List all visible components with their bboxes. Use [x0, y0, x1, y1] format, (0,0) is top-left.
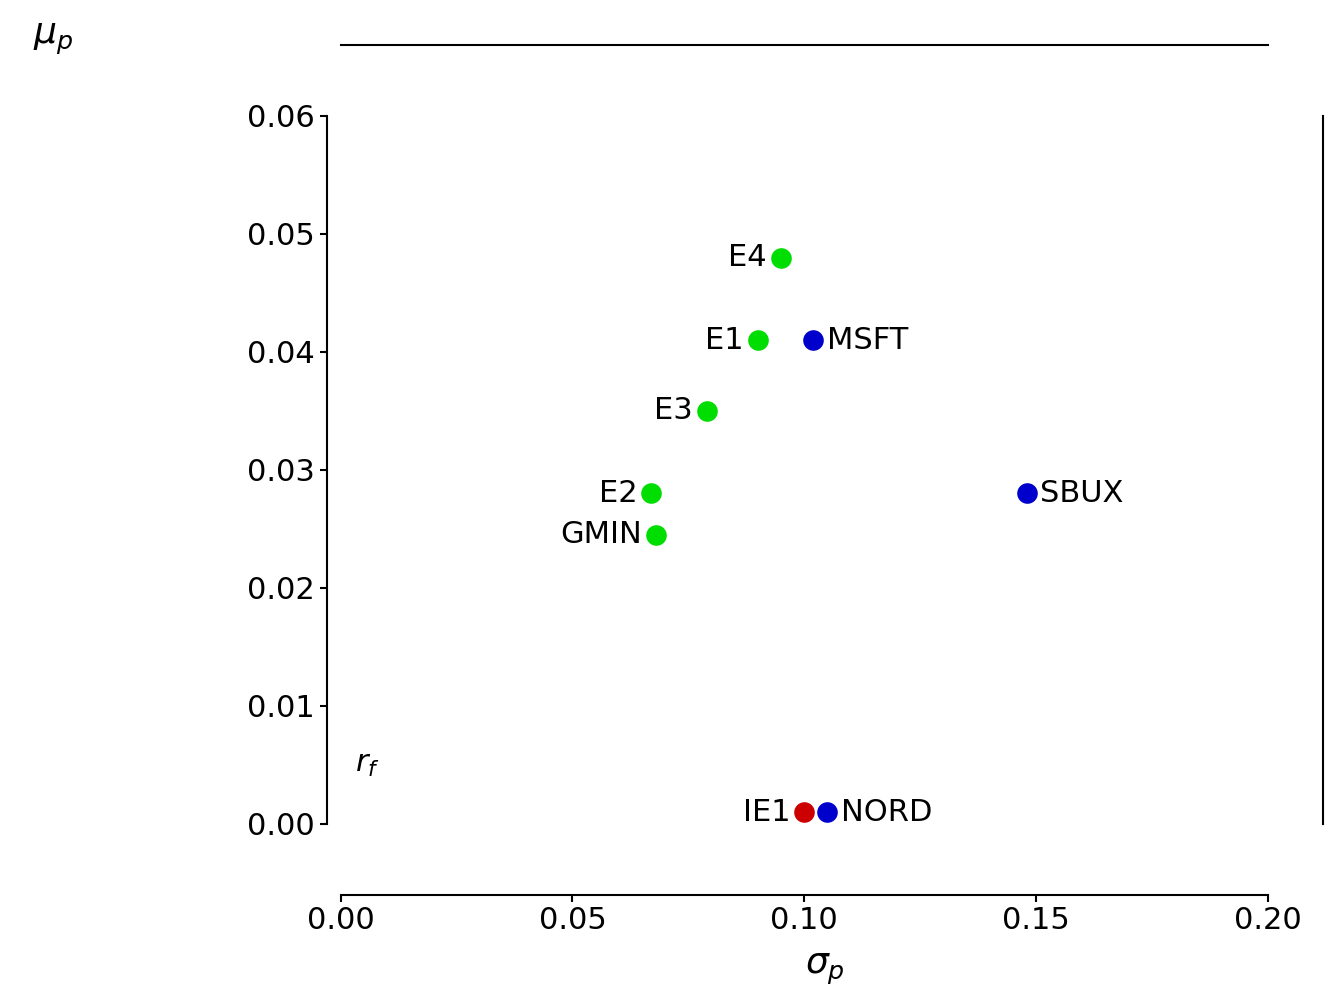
- Text: E3: E3: [655, 396, 694, 425]
- Point: [747, 332, 769, 348]
- Point: [645, 527, 667, 543]
- Point: [1016, 486, 1038, 502]
- Text: IE1: IE1: [743, 797, 790, 827]
- Point: [793, 804, 814, 821]
- Point: [817, 804, 839, 821]
- Point: [802, 332, 824, 348]
- Text: MSFT: MSFT: [828, 326, 909, 355]
- Text: GMIN: GMIN: [560, 520, 642, 549]
- Text: E2: E2: [598, 479, 637, 508]
- X-axis label: $\sigma_p$: $\sigma_p$: [805, 953, 845, 987]
- Text: $\mu_p$: $\mu_p$: [34, 22, 74, 56]
- Point: [770, 249, 792, 265]
- Text: E1: E1: [706, 326, 745, 355]
- Text: NORD: NORD: [841, 797, 933, 827]
- Point: [696, 403, 718, 419]
- Point: [641, 486, 663, 502]
- Text: $r_f$: $r_f$: [355, 750, 379, 779]
- Text: E4: E4: [728, 243, 767, 272]
- Text: SBUX: SBUX: [1040, 479, 1124, 508]
